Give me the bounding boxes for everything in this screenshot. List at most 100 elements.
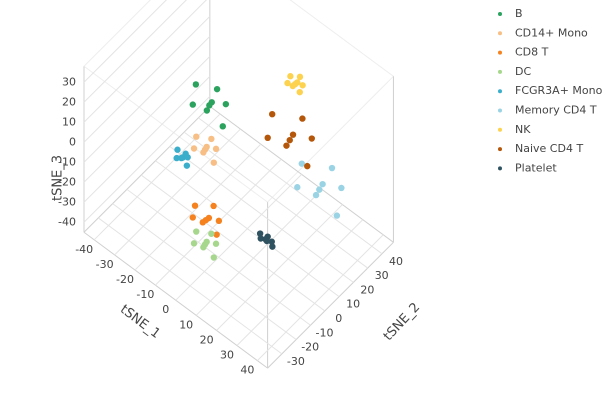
point: [210, 159, 217, 166]
legend-marker: [498, 12, 502, 16]
z-tick-label: -10: [58, 155, 76, 168]
legend-marker: [498, 127, 502, 132]
grid-line: [169, 146, 354, 283]
grid-line: [83, 56, 211, 183]
legend-marker: [498, 147, 502, 152]
legend-marker: [498, 89, 502, 94]
grid-line: [83, 0, 207, 123]
point: [189, 214, 196, 221]
grid-line: [83, 96, 211, 223]
point: [296, 73, 304, 81]
y-axis-title: tSNE_2: [381, 300, 423, 344]
x-tick-label: -40: [75, 243, 93, 256]
point: [203, 143, 210, 151]
point: [319, 180, 326, 188]
grid-line: [257, 234, 384, 361]
point: [304, 162, 311, 170]
x-tick-label: -10: [136, 288, 154, 301]
grid-line: [175, 174, 302, 301]
z-tick-label: -40: [58, 215, 76, 228]
x-axis-title: tSNE_1: [117, 302, 163, 342]
y-tick-label: -20: [301, 341, 319, 354]
x-tick-label: 40: [240, 364, 254, 377]
series: [284, 73, 306, 96]
x-tick-label: 10: [179, 318, 193, 331]
point: [189, 101, 196, 108]
point: [264, 233, 271, 240]
series: [294, 160, 345, 219]
z-axis-title: tSNE_3: [51, 155, 66, 201]
grid-line: [216, 204, 343, 331]
point: [316, 186, 323, 193]
z-tick-label: 10: [62, 115, 76, 128]
point: [219, 123, 226, 130]
point: [174, 146, 181, 153]
point: [287, 73, 294, 80]
point: [328, 164, 336, 172]
point: [199, 219, 206, 226]
box-edge: [267, 75, 394, 203]
legend-marker: [498, 31, 502, 36]
point: [284, 79, 291, 87]
legend-marker: [498, 108, 502, 113]
point: [312, 191, 320, 199]
point: [264, 134, 271, 141]
point: [190, 145, 198, 152]
point: [294, 184, 301, 191]
point: [296, 88, 303, 96]
point: [208, 230, 215, 237]
y-tick-label: -10: [316, 326, 334, 339]
legend-marker: [498, 50, 502, 55]
point: [205, 214, 213, 222]
legend-label: Naive CD4 T: [515, 142, 583, 155]
point: [191, 202, 199, 209]
series: [190, 228, 220, 261]
grid-line: [183, 131, 368, 269]
legend-label: Platelet: [515, 161, 557, 174]
point: [183, 162, 191, 169]
point: [203, 238, 210, 245]
point: [200, 244, 207, 251]
point: [268, 238, 275, 245]
x-tick-label: 20: [200, 333, 214, 346]
grid-line: [83, 0, 187, 103]
point: [182, 150, 189, 157]
box-edge: [83, 106, 211, 233]
grid-line: [236, 219, 364, 346]
point: [190, 240, 198, 247]
legend-label: NK: [515, 123, 531, 136]
z-tick-label: 0: [69, 135, 76, 148]
point: [213, 85, 221, 93]
z-tick-label: 20: [62, 95, 76, 108]
point: [289, 82, 297, 90]
point: [269, 243, 276, 250]
point: [299, 115, 306, 122]
series: [190, 133, 220, 166]
legend-label: CD14+ Mono: [515, 26, 588, 39]
grid-line: [112, 203, 297, 340]
point: [256, 230, 264, 237]
series: [256, 230, 276, 250]
point: [192, 81, 200, 88]
point: [208, 99, 215, 106]
point: [286, 136, 293, 144]
point: [257, 235, 264, 242]
z-tick-label: 30: [62, 75, 76, 88]
x-tick-label: -20: [116, 273, 134, 286]
z-tick-label: -20: [58, 175, 76, 188]
legend-marker: [498, 166, 502, 171]
point: [210, 202, 217, 210]
grid-line: [140, 174, 326, 312]
series: [173, 146, 191, 169]
point: [215, 217, 223, 225]
grid-line: [195, 189, 323, 316]
point: [299, 82, 306, 89]
legend-marker: [498, 69, 502, 74]
legend-label: FCGR3A+ Mono: [515, 84, 603, 97]
point: [308, 135, 315, 142]
point: [210, 254, 217, 261]
point: [212, 240, 220, 247]
point: [338, 184, 345, 192]
series: [264, 111, 315, 170]
